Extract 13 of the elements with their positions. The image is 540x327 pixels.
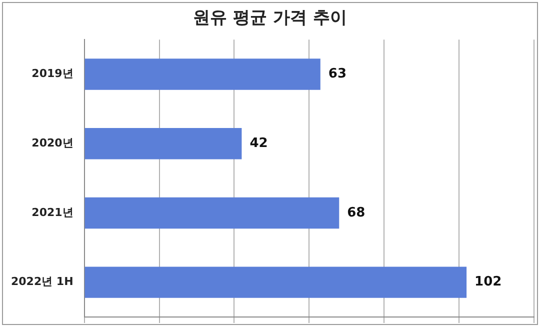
bar bbox=[84, 197, 340, 229]
bar bbox=[84, 58, 320, 90]
bar bbox=[84, 128, 242, 160]
data-label: 102 bbox=[474, 274, 502, 290]
y-tick-label: 2021년 bbox=[32, 206, 74, 219]
data-label: 68 bbox=[347, 205, 366, 220]
y-tick-label: 2020년 bbox=[32, 136, 74, 150]
chart-title: 원유 평균 가격 추이 bbox=[192, 7, 348, 29]
bar bbox=[84, 266, 467, 298]
y-tick-label: 2019년 bbox=[32, 67, 74, 80]
data-label: 42 bbox=[250, 136, 268, 151]
data-label: 63 bbox=[328, 66, 346, 82]
y-tick-label: 2022년 1H bbox=[10, 275, 74, 288]
